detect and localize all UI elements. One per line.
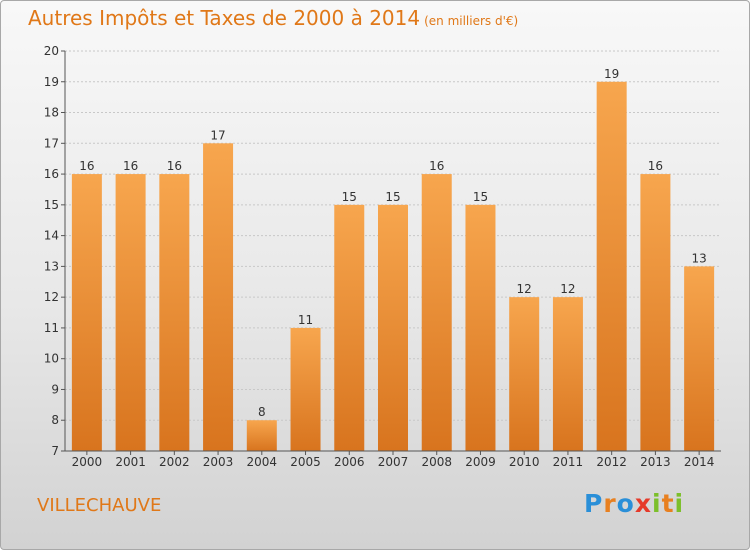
chart-title-unit: (en milliers d'€) — [424, 14, 519, 28]
bar — [334, 204, 365, 451]
bar — [640, 174, 671, 452]
x-tick-label: 2006 — [334, 455, 365, 469]
data-label: 19 — [604, 67, 619, 81]
logo-letter: i — [652, 489, 662, 518]
bar — [421, 174, 452, 452]
bar — [115, 174, 146, 452]
logo-letter: o — [616, 489, 635, 518]
data-label: 16 — [79, 159, 94, 173]
bar — [290, 327, 321, 451]
bar — [378, 204, 408, 451]
x-tick-label: 2011 — [553, 455, 584, 469]
y-tick-label: 14 — [44, 229, 59, 243]
x-tick-label: 2012 — [596, 455, 627, 469]
logo-letter: i — [674, 489, 685, 518]
data-label: 16 — [167, 159, 182, 173]
y-tick-label: 7 — [51, 444, 59, 458]
bar — [509, 297, 540, 451]
x-tick-label: 2003 — [203, 455, 234, 469]
chart-title: Autres Impôts et Taxes de 2000 à 2014 (en… — [28, 6, 518, 30]
chart-title-text: Autres Impôts et Taxes de 2000 à 2014 — [28, 6, 421, 30]
y-tick-label: 20 — [44, 44, 59, 58]
bar — [71, 174, 102, 452]
x-tick-label: 2004 — [247, 455, 278, 469]
x-tick-label: 2013 — [640, 455, 671, 469]
data-label: 16 — [648, 159, 663, 173]
logo-letter: r — [603, 489, 617, 518]
x-tick-label: 2008 — [421, 455, 452, 469]
y-tick-label: 9 — [51, 382, 59, 396]
bar — [203, 143, 234, 452]
data-label: 15 — [385, 190, 400, 204]
city-name: VILLECHAUVE — [37, 495, 162, 516]
y-tick-label: 10 — [44, 352, 59, 366]
data-label: 17 — [210, 128, 225, 142]
bar — [552, 297, 583, 451]
data-label: 13 — [691, 251, 706, 265]
x-tick-label: 2014 — [684, 455, 715, 469]
y-tick-label: 15 — [44, 198, 59, 212]
bar — [596, 81, 627, 452]
y-tick-label: 19 — [44, 75, 59, 89]
bar — [684, 266, 715, 451]
logo-letter: P — [584, 489, 604, 518]
x-tick-label: 2010 — [509, 455, 540, 469]
x-tick-label: 2000 — [72, 455, 103, 469]
logo-letter: x — [634, 489, 652, 518]
data-label: 16 — [429, 159, 444, 173]
x-tick-label: 2007 — [378, 455, 409, 469]
data-label: 16 — [123, 159, 138, 173]
y-tick-label: 12 — [44, 290, 59, 304]
y-tick-label: 16 — [44, 167, 59, 181]
y-tick-label: 13 — [44, 259, 59, 273]
data-label: 15 — [342, 190, 357, 204]
y-tick-label: 18 — [44, 106, 59, 120]
y-tick-label: 8 — [51, 413, 59, 427]
proxiti-logo[interactable]: Proxiti — [584, 489, 684, 518]
data-label: 11 — [298, 313, 313, 327]
data-label: 12 — [560, 282, 575, 296]
y-tick-label: 11 — [44, 321, 59, 335]
x-tick-label: 2009 — [465, 455, 496, 469]
y-tick-label: 17 — [44, 136, 59, 150]
data-label: 8 — [258, 405, 266, 419]
x-tick-label: 2005 — [290, 455, 321, 469]
data-label: 12 — [517, 282, 532, 296]
x-tick-label: 2001 — [115, 455, 146, 469]
x-tick-label: 2002 — [159, 455, 190, 469]
bar — [159, 174, 190, 452]
data-label: 15 — [473, 190, 488, 204]
bar — [465, 204, 496, 451]
bar — [246, 420, 277, 451]
logo-letter: t — [661, 489, 675, 518]
